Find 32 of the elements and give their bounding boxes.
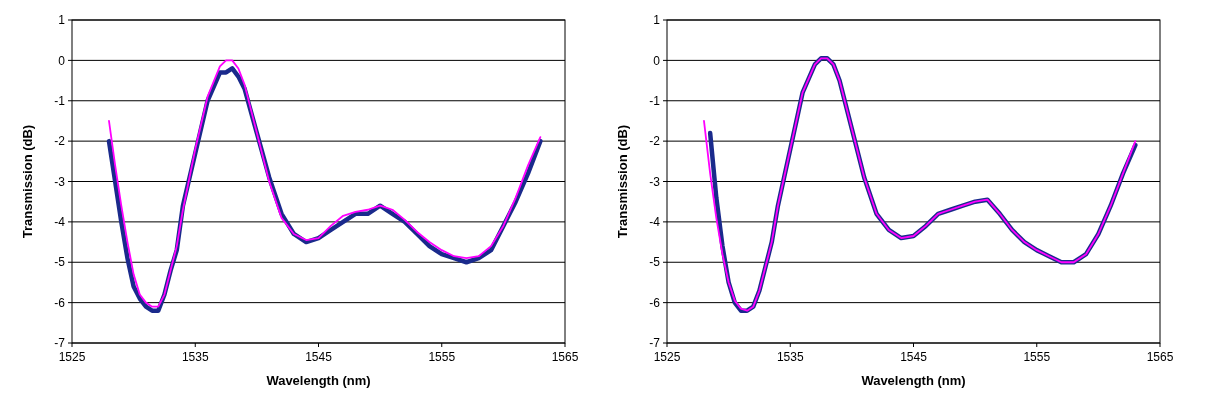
y-tick-label: -3 bbox=[649, 174, 661, 189]
x-tick-label: 1535 bbox=[181, 350, 209, 364]
x-tick-label: 1555 bbox=[1023, 350, 1051, 364]
y-tick-label: 0 bbox=[653, 53, 661, 68]
y-axis-title: Transmission (dB) bbox=[615, 124, 630, 239]
y-tick-label: -7 bbox=[649, 336, 661, 351]
y-tick-label: -1 bbox=[54, 93, 66, 108]
y-tick-label: -6 bbox=[649, 295, 661, 310]
y-axis-title: Transmission (dB) bbox=[20, 124, 35, 239]
y-tick-label: -3 bbox=[54, 174, 66, 189]
x-tick-label: 1545 bbox=[900, 350, 928, 364]
y-tick-label: -1 bbox=[649, 93, 661, 108]
x-tick-label: 1565 bbox=[551, 350, 579, 364]
y-tick-label: 1 bbox=[58, 13, 66, 28]
y-tick-label: -4 bbox=[54, 215, 66, 230]
y-tick-label: 0 bbox=[58, 53, 66, 68]
y-tick-label: -2 bbox=[649, 134, 661, 149]
y-tick-label: -6 bbox=[54, 295, 66, 310]
x-tick-label: 1555 bbox=[428, 350, 456, 364]
y-tick-label: 1 bbox=[653, 13, 661, 28]
y-tick-label: -7 bbox=[54, 336, 66, 351]
x-tick-label: 1525 bbox=[653, 350, 681, 364]
x-axis-title: Wavelength (nm) bbox=[861, 373, 966, 388]
x-tick-label: 1535 bbox=[776, 350, 804, 364]
x-tick-label: 1565 bbox=[1146, 350, 1174, 364]
y-tick-label: -4 bbox=[649, 215, 661, 230]
x-axis-title: Wavelength (nm) bbox=[266, 373, 371, 388]
x-tick-label: 1525 bbox=[58, 350, 86, 364]
y-tick-label: -5 bbox=[54, 255, 66, 270]
x-tick-label: 1545 bbox=[305, 350, 333, 364]
y-tick-label: -5 bbox=[649, 255, 661, 270]
y-tick-label: -2 bbox=[54, 134, 66, 149]
